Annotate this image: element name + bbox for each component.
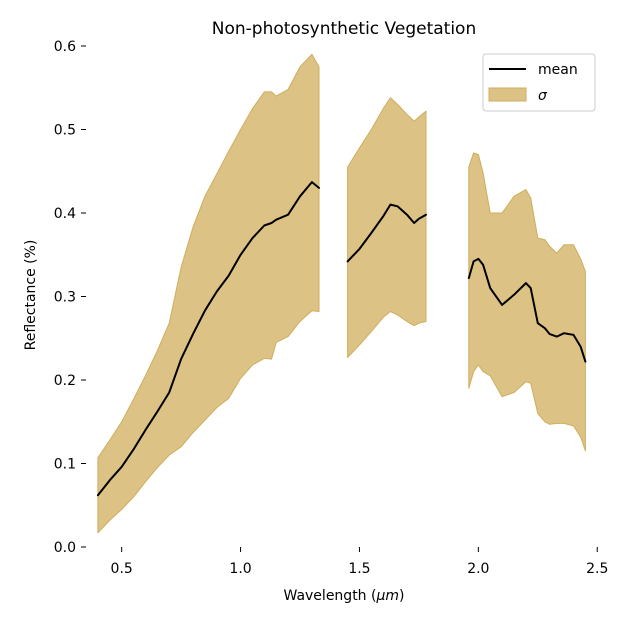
- legend: mean σ: [482, 53, 596, 112]
- y-axis: 0.0 0.1 0.2 0.3 0.4 0.5 0.6: [54, 39, 86, 556]
- x-tick-label: 1.5: [348, 561, 370, 577]
- y-tick-label: 0.3: [54, 290, 76, 306]
- legend-sigma-swatch: [488, 87, 527, 102]
- sigma-band-segment-3: [468, 152, 586, 452]
- x-tick-label: 2.5: [586, 561, 608, 577]
- y-tick-label: 0.4: [54, 206, 76, 222]
- y-tick-label: 0.2: [54, 373, 76, 389]
- mean-line-segment-1: [96, 181, 320, 497]
- x-tick-label: 1.0: [229, 561, 251, 577]
- sigma-band-layer: [97, 53, 586, 534]
- x-axis: 0.5 1.0 1.5 2.0 2.5: [111, 547, 608, 577]
- x-tick-label: 0.5: [111, 561, 133, 577]
- x-axis-title: Wavelength (μm): [284, 588, 405, 604]
- x-axis-title-text: Wavelength (: [284, 588, 377, 604]
- y-tick-label: 0.0: [54, 540, 76, 556]
- y-tick-label: 0.1: [54, 457, 76, 473]
- y-tick-label: 0.6: [54, 39, 76, 55]
- x-axis-title-unit: μm: [375, 588, 399, 604]
- chart-title: Non-photosynthetic Vegetation: [212, 19, 476, 39]
- x-axis-title-close: ): [399, 588, 404, 604]
- y-tick-label: 0.5: [54, 123, 76, 139]
- sigma-band-segment-1: [97, 53, 320, 534]
- mean-line-segment-3: [467, 257, 587, 363]
- mean-line-layer: [96, 181, 587, 497]
- x-tick-label: 2.0: [467, 561, 489, 577]
- legend-sigma-label: σ: [538, 88, 548, 104]
- mean-line-segment-2: [346, 203, 427, 263]
- legend-mean-label: mean: [538, 62, 578, 78]
- sigma-band-segment-2: [347, 97, 427, 358]
- y-axis-title: Reflectance (%): [23, 240, 39, 351]
